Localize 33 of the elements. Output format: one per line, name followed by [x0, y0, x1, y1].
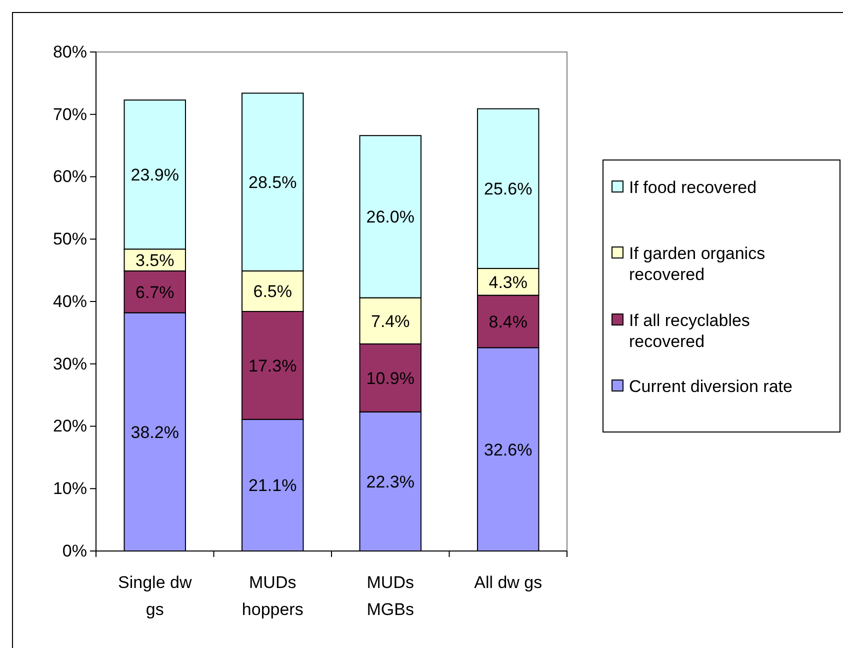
text: 8.4%	[488, 312, 528, 332]
x-tick-label: All dw gs	[474, 573, 542, 592]
y-tick-label: 40%	[52, 292, 87, 311]
legend-label: If garden organics recovered	[629, 244, 766, 284]
text: 38.2%	[130, 422, 179, 442]
y-tick-label: 20%	[52, 416, 87, 436]
text: 17.3%	[248, 356, 297, 376]
text: 22.3%	[366, 472, 414, 492]
x-tick-label: Single dw gs	[118, 573, 192, 620]
x-tick-label: MUDs hoppers	[242, 573, 304, 620]
text: 23.9%	[130, 166, 179, 185]
y-tick-label: 50%	[52, 230, 87, 249]
text: 25.6%	[484, 180, 532, 199]
text: 26.0%	[366, 208, 414, 227]
y-tick-label: 30%	[52, 354, 87, 374]
legend-label: If food recovered	[629, 178, 757, 197]
text: 28.5%	[248, 173, 297, 192]
legend-label: Current diversion rate	[629, 376, 792, 396]
text: 6.7%	[136, 282, 174, 302]
y-tick-label: 80%	[52, 42, 87, 62]
text: 32.6%	[484, 440, 532, 460]
y-tick-label: 70%	[52, 104, 87, 124]
text: 6.5%	[253, 282, 292, 302]
y-tick-label: 0%	[62, 541, 87, 560]
text: 10.9%	[366, 368, 414, 388]
text: 7.4%	[371, 312, 410, 331]
y-tick-label: 60%	[52, 167, 87, 186]
x-tick-label: MUDs MGBs	[366, 573, 414, 620]
legend-label: If all recyclables recovered	[629, 310, 750, 352]
y-tick-label: 10%	[52, 479, 87, 498]
text: 4.3%	[488, 272, 528, 292]
text: 3.5%	[136, 250, 174, 270]
text: 21.1%	[248, 476, 297, 496]
